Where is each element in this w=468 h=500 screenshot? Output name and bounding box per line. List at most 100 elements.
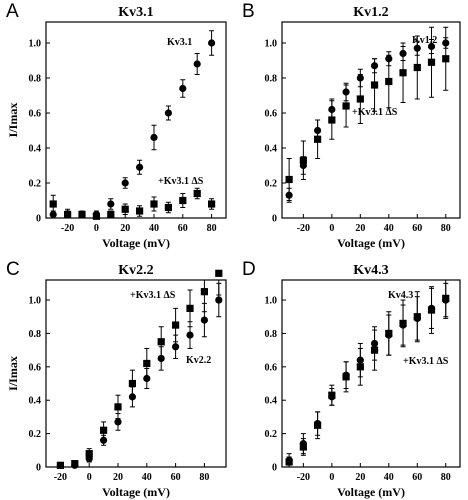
data-point-square: [100, 426, 108, 434]
x-tick-label: 60: [412, 223, 422, 234]
y-tick-label: 0.2: [265, 179, 278, 190]
panel-letter: A: [6, 1, 19, 22]
data-point-square: [215, 269, 223, 277]
data-point-circle: [328, 105, 336, 114]
series-circle: [49, 30, 216, 219]
x-tick-label: 0: [329, 223, 334, 234]
y-tick-label: 0.8: [265, 74, 278, 85]
data-point-square: [413, 63, 421, 72]
series-circle: [285, 282, 450, 468]
data-point-circle: [356, 356, 364, 364]
data-point-circle: [143, 374, 151, 383]
y-tick-label: 0.4: [29, 144, 42, 155]
data-point-circle: [314, 419, 322, 428]
data-point-square: [150, 200, 158, 208]
series-label: +Kv3.1 ΔS: [403, 356, 449, 367]
data-point-square: [179, 196, 187, 205]
data-point-square: [385, 77, 393, 86]
y-tick-label: 0: [36, 463, 41, 474]
y-tick-label: 0: [36, 214, 41, 225]
data-point-square: [186, 304, 194, 312]
x-axis-label: Voltage (mV): [102, 485, 170, 499]
series-square: [285, 279, 450, 468]
data-point-circle: [427, 304, 436, 312]
x-axis-label: Voltage (mV): [337, 236, 405, 250]
panel-b: B Kv1.2 -20 0 20 40 60 80 0 0.2 0.4 0.6 0.8 1.0 Voltag…: [242, 1, 461, 250]
series-label: Kv4.3: [388, 290, 413, 301]
x-tick-label: 80: [207, 223, 217, 234]
y-tick-label: 1.0: [265, 39, 278, 50]
y-tick-label: 0.6: [265, 109, 278, 120]
y-tick-label: 0.6: [29, 109, 42, 120]
data-point-circle: [285, 456, 293, 464]
data-point-square: [172, 321, 180, 329]
panel-letter: C: [6, 259, 20, 280]
x-tick-label: 20: [113, 472, 123, 483]
data-point-circle: [164, 109, 172, 117]
data-point-circle: [413, 44, 421, 52]
panel-title: Kv1.2: [353, 5, 388, 20]
panel-c: C Kv2.2 -20 0 20 40 60 80 0 0.2 0.4 0.6 0.8 1.0 Voltag…: [6, 259, 227, 499]
data-point-square: [370, 81, 379, 89]
x-tick-label: 40: [149, 223, 159, 234]
plot-frame: [281, 279, 461, 468]
panel-d: D Kv4.3 -20 0 20 40 60 80 0 0.2 0.4 0.6 0.8 1.0 Voltag…: [242, 259, 461, 499]
panel-title: Kv3.1: [118, 5, 153, 20]
data-point-circle: [200, 316, 208, 324]
data-point-square: [399, 69, 407, 77]
data-point-circle: [215, 296, 223, 304]
panel-letter: D: [242, 259, 256, 280]
data-point-circle: [370, 62, 379, 70]
data-point-circle: [385, 55, 393, 63]
data-point-circle: [121, 179, 129, 187]
y-tick-label: 1.0: [265, 296, 278, 307]
data-point-circle: [186, 331, 194, 339]
data-point-circle: [172, 343, 180, 351]
y-tick-label: 0.4: [265, 396, 278, 407]
data-point-square: [356, 95, 364, 103]
y-tick-label: 0.8: [29, 329, 42, 340]
y-axis-label: I/Imax: [6, 356, 20, 391]
x-tick-label: 60: [171, 472, 181, 483]
data-point-square: [442, 55, 450, 63]
data-point-circle: [114, 418, 122, 426]
data-point-circle: [92, 210, 100, 219]
y-tick-label: 0.2: [29, 179, 42, 190]
x-tick-label: 60: [178, 223, 188, 234]
y-tick-label: 1.0: [29, 296, 42, 307]
series-label: Kv3.1: [167, 37, 192, 48]
y-tick-label: 0.8: [265, 329, 278, 340]
data-point-square: [128, 379, 136, 388]
data-point-circle: [370, 339, 379, 348]
series-square: [49, 187, 216, 220]
data-point-circle: [328, 393, 336, 401]
plot-frame: [281, 21, 461, 219]
data-point-circle: [413, 314, 421, 323]
data-point-square: [157, 338, 165, 346]
panel-letter: B: [242, 1, 255, 22]
y-tick-label: 0: [272, 214, 277, 225]
x-axis-label: Voltage (mV): [102, 236, 170, 250]
data-point-circle: [314, 126, 322, 135]
y-tick-label: 0.4: [29, 396, 42, 407]
x-tick-label: 80: [199, 472, 209, 483]
y-tick-label: 1.0: [29, 39, 42, 50]
y-tick-label: 0.8: [29, 74, 42, 85]
series-circle: [285, 37, 450, 203]
data-point-circle: [399, 321, 407, 329]
series-square: [56, 269, 223, 469]
data-point-circle: [342, 88, 350, 96]
y-tick-label: 0.4: [265, 144, 278, 155]
y-tick-label: 0: [272, 463, 277, 474]
data-point-circle: [49, 210, 57, 219]
data-point-circle: [71, 461, 79, 469]
data-point-circle: [193, 60, 201, 68]
series-label: Kv1.2: [412, 35, 437, 46]
data-point-circle: [100, 436, 108, 444]
x-tick-label: 40: [384, 472, 394, 483]
x-tick-label: 20: [355, 223, 365, 234]
data-point-square: [200, 288, 208, 296]
data-point-circle: [299, 440, 307, 448]
y-tick-label: 0.2: [265, 429, 278, 440]
